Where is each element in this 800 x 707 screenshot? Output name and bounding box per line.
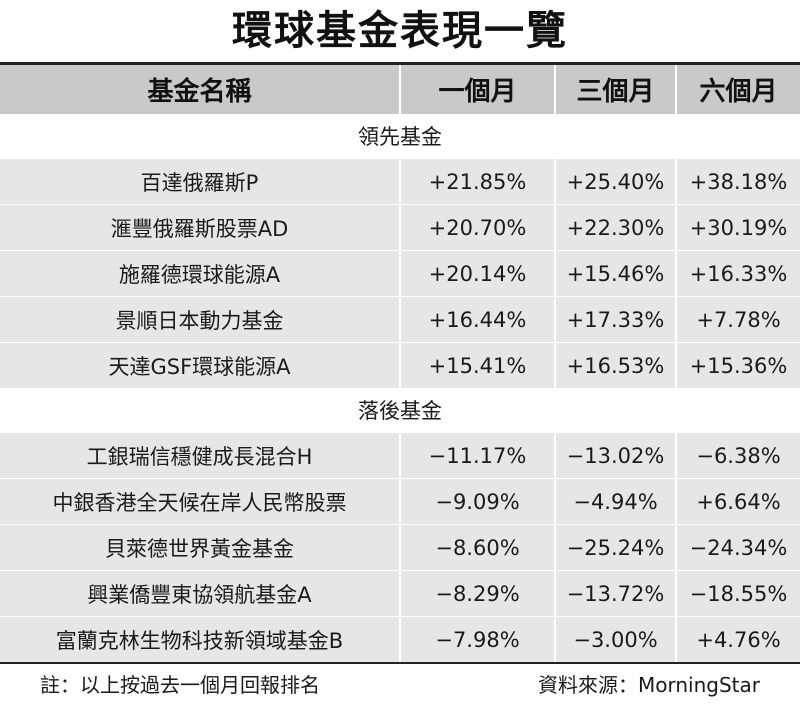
three-month-cell: +15.46% [554,250,676,297]
fund-name-cell: 滙豐俄羅斯股票AD [0,204,400,251]
header-row: 基金名稱 一個月 三個月 六個月 [0,65,800,114]
three-month-cell: −13.02% [554,432,676,479]
fund-name-cell: 富蘭克林生物科技新領域基金B [0,616,400,662]
three-month-cell: +17.33% [554,296,676,343]
three-month-cell: −13.72% [554,570,676,617]
one-month-cell: −8.60% [399,524,555,571]
page-title: 環球基金表現一覽 [232,8,568,54]
six-month-cell: +4.76% [675,616,800,662]
fund-name-cell: 景順日本動力基金 [0,296,400,343]
six-month-cell: −24.34% [675,524,800,571]
table-row: 富蘭克林生物科技新領域基金B −7.98% −3.00% +4.76% [0,616,800,662]
fund-name-cell: 施羅德環球能源A [0,250,400,297]
footer-source: 資料來源：MorningStar [538,672,760,697]
one-month-cell: −11.17% [399,432,555,479]
fund-name-cell: 天達GSF環球能源A [0,342,400,388]
table-row: 百達俄羅斯P +21.85% +25.40% +38.18% [0,158,800,205]
three-month-cell: −25.24% [554,524,676,571]
table-row: 滙豐俄羅斯股票AD +20.70% +22.30% +30.19% [0,204,800,251]
six-month-cell: +30.19% [675,204,800,251]
fund-name-cell: 中銀香港全天候在岸人民幣股票 [0,478,400,525]
table-row: 景順日本動力基金 +16.44% +17.33% +7.78% [0,296,800,343]
footer: 註：以上按過去一個月回報排名 資料來源：MorningStar [0,664,800,702]
fund-name-cell: 興業僑豐東協領航基金A [0,570,400,617]
one-month-cell: +20.14% [399,250,555,297]
six-month-cell: −6.38% [675,432,800,479]
six-month-cell: +38.18% [675,158,800,205]
one-month-cell: +15.41% [399,342,555,388]
one-month-cell: +21.85% [399,158,555,205]
table-row: 中銀香港全天候在岸人民幣股票 −9.09% −4.94% +6.64% [0,478,800,525]
header-one-month: 一個月 [399,65,555,114]
six-month-cell: −18.55% [675,570,800,617]
one-month-cell: −9.09% [399,478,555,525]
fund-name-cell: 貝萊德世界黃金基金 [0,524,400,571]
table-row: 貝萊德世界黃金基金 −8.60% −25.24% −24.34% [0,524,800,571]
table-row: 工銀瑞信穩健成長混合H −11.17% −13.02% −6.38% [0,432,800,479]
three-month-cell: +25.40% [554,158,676,205]
top-rule [0,62,800,65]
header-six-months: 六個月 [675,65,800,114]
six-month-cell: +15.36% [675,342,800,388]
six-month-cell: +6.64% [675,478,800,525]
table-body: 領先基金 百達俄羅斯P +21.85% +25.40% +38.18% 滙豐俄羅斯股票AD… [0,114,800,662]
six-month-cell: +16.33% [675,250,800,297]
one-month-cell: −7.98% [399,616,555,662]
one-month-cell: −8.29% [399,570,555,617]
table-row: 施羅德環球能源A +20.14% +15.46% +16.33% [0,250,800,297]
three-month-cell: −3.00% [554,616,676,662]
fund-name-cell: 工銀瑞信穩健成長混合H [0,432,400,479]
footer-note: 註：以上按過去一個月回報排名 [40,672,320,697]
one-month-cell: +20.70% [399,204,555,251]
header-fund-name: 基金名稱 [0,65,400,114]
three-month-cell: +22.30% [554,204,676,251]
table-row: 天達GSF環球能源A +15.41% +16.53% +15.36% [0,342,800,388]
fund-name-cell: 百達俄羅斯P [0,158,400,205]
section-row: 落後基金 [0,388,800,433]
fund-performance-table: 基金名稱 一個月 三個月 六個月 領先基金 百達俄羅斯P +21.85% +25.40… [0,65,800,662]
header-three-months: 三個月 [554,65,676,114]
three-month-cell: +16.53% [554,342,676,388]
section-label: 領先基金 [0,114,800,159]
six-month-cell: +7.78% [675,296,800,343]
section-label: 落後基金 [0,388,800,433]
table-row: 興業僑豐東協領航基金A −8.29% −13.72% −18.55% [0,570,800,617]
one-month-cell: +16.44% [399,296,555,343]
section-row: 領先基金 [0,114,800,159]
bottom-rule [0,662,800,664]
three-month-cell: −4.94% [554,478,676,525]
